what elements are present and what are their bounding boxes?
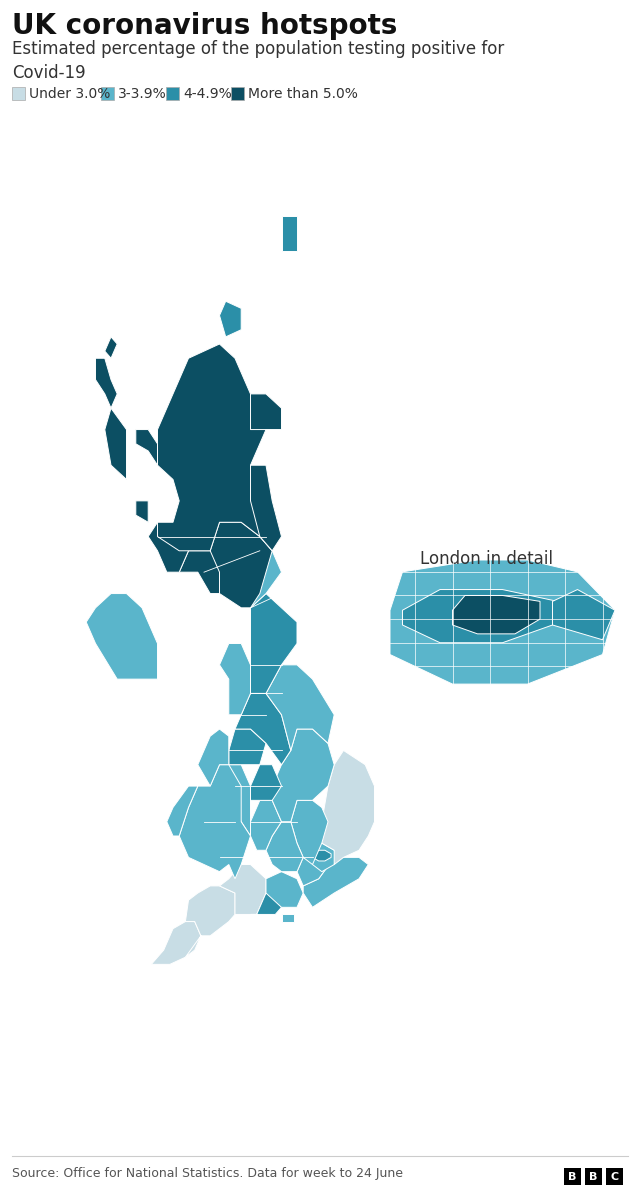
Polygon shape (303, 857, 368, 907)
Polygon shape (250, 594, 297, 694)
Bar (564, 1168, 581, 1186)
Text: Source: Office for National Statistics. Data for week to 24 June: Source: Office for National Statistics. … (12, 1166, 403, 1180)
Text: C: C (611, 1171, 619, 1182)
Bar (166, 86, 179, 100)
Polygon shape (186, 886, 235, 958)
Polygon shape (312, 844, 337, 871)
Text: UK coronavirus hotspots: UK coronavirus hotspots (12, 12, 397, 40)
Polygon shape (403, 589, 557, 643)
Polygon shape (552, 589, 615, 640)
Polygon shape (312, 851, 331, 860)
Polygon shape (105, 337, 117, 359)
Polygon shape (179, 764, 250, 878)
Polygon shape (250, 764, 282, 800)
Polygon shape (291, 800, 328, 864)
Polygon shape (105, 408, 127, 480)
Polygon shape (167, 786, 198, 836)
Text: Estimated percentage of the population testing positive for
Covid-19: Estimated percentage of the population t… (12, 40, 504, 82)
Text: B: B (568, 1171, 577, 1182)
Text: More than 5.0%: More than 5.0% (248, 86, 358, 101)
Text: B: B (589, 1171, 598, 1182)
Polygon shape (266, 665, 334, 750)
Polygon shape (136, 500, 148, 522)
Polygon shape (272, 730, 334, 822)
Polygon shape (229, 551, 282, 608)
Polygon shape (266, 871, 303, 907)
Polygon shape (86, 594, 157, 679)
Polygon shape (266, 822, 303, 871)
Polygon shape (157, 344, 272, 551)
Text: 4-4.9%: 4-4.9% (183, 86, 232, 101)
Polygon shape (95, 359, 117, 408)
Polygon shape (151, 922, 201, 965)
Polygon shape (148, 522, 189, 572)
Polygon shape (390, 560, 615, 684)
Text: London in detail: London in detail (420, 550, 553, 568)
Polygon shape (204, 522, 272, 608)
Text: Under 3.0%: Under 3.0% (29, 86, 110, 101)
Polygon shape (229, 730, 266, 764)
Bar (231, 86, 244, 100)
Polygon shape (220, 643, 250, 715)
Polygon shape (220, 864, 266, 914)
Polygon shape (136, 430, 157, 466)
Text: 3-3.9%: 3-3.9% (118, 86, 167, 101)
Bar (12, 86, 25, 100)
Polygon shape (282, 914, 294, 922)
Polygon shape (250, 394, 282, 430)
Polygon shape (198, 730, 229, 786)
Bar (606, 1168, 623, 1186)
Polygon shape (250, 466, 282, 551)
Bar (585, 1168, 602, 1186)
Polygon shape (250, 893, 282, 914)
Polygon shape (229, 764, 250, 836)
Polygon shape (282, 216, 297, 251)
Polygon shape (297, 851, 334, 886)
Polygon shape (220, 301, 241, 337)
Polygon shape (179, 551, 220, 594)
Polygon shape (452, 595, 540, 634)
Polygon shape (235, 694, 291, 764)
Polygon shape (250, 800, 282, 851)
Bar (101, 86, 114, 100)
Polygon shape (322, 750, 374, 864)
